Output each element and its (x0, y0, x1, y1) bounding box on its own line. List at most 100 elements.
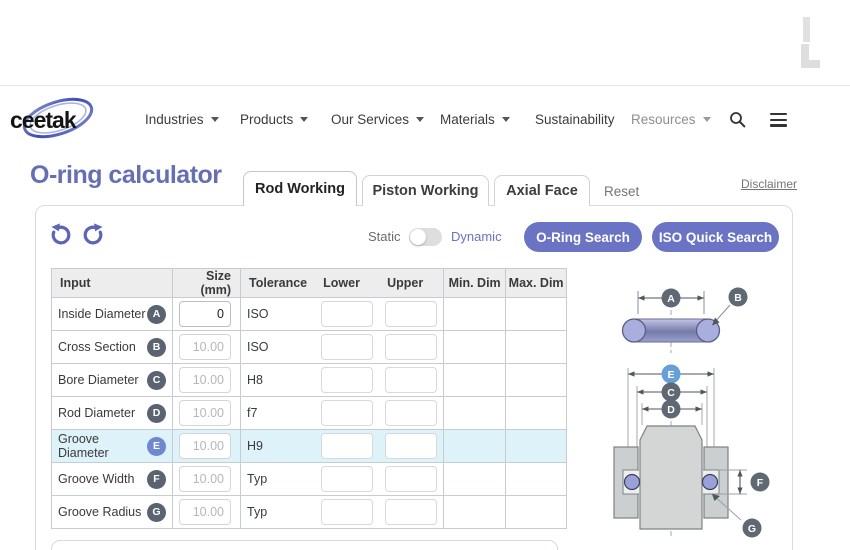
col-min-dim: Min. Dim (443, 268, 507, 298)
chevron-down-icon (501, 117, 510, 122)
min-dim-cell (443, 330, 507, 364)
gland-cross-section: E C (613, 364, 770, 538)
toggle-knob (410, 229, 426, 245)
upper-tolerance-input[interactable] (385, 433, 438, 459)
min-dim-cell (443, 462, 507, 496)
diagram-badge-e: E (667, 369, 674, 381)
size-input-groove-diameter[interactable] (179, 433, 231, 459)
upper-tolerance-input[interactable] (385, 466, 438, 492)
lower-tolerance-input[interactable] (321, 334, 374, 360)
page-title: O-ring calculator (30, 161, 222, 189)
lower-tolerance-input[interactable] (321, 433, 374, 459)
size-input-cross-section[interactable] (179, 334, 231, 360)
badge-c: C (147, 370, 166, 390)
leader-b: B (712, 287, 748, 326)
diagram-badge-f: F (757, 477, 764, 489)
tab-axial-face[interactable]: Axial Face (494, 175, 590, 206)
leader-g: G (712, 494, 762, 538)
col-size: Size (mm) (172, 268, 241, 298)
upper-tolerance-input[interactable] (385, 301, 438, 327)
lower-tolerance-input[interactable] (321, 301, 374, 327)
col-lower: Lower (315, 268, 380, 298)
nav-industries[interactable]: Industries (145, 112, 219, 127)
max-dim-cell (505, 363, 568, 397)
badge-d: D (147, 403, 166, 423)
size-input-groove-radius[interactable] (179, 499, 231, 525)
min-dim-cell (443, 429, 507, 463)
upper-tolerance-input[interactable] (385, 499, 438, 525)
badge-b: B (147, 337, 166, 357)
upper-tolerance-input[interactable] (385, 334, 438, 360)
nav-products[interactable]: Products (240, 112, 309, 127)
dimension-a: A (637, 288, 705, 314)
nav-resources[interactable]: Resources (631, 112, 711, 127)
undo-icon[interactable] (48, 221, 74, 247)
badge-e: E (147, 436, 166, 456)
max-dim-cell (505, 330, 568, 364)
nav-our-services[interactable]: Our Services (331, 112, 425, 127)
col-tolerance: Tolerance (240, 268, 316, 298)
corner-watermark (801, 60, 820, 68)
nav-sustainability[interactable]: Sustainability (535, 112, 615, 127)
disclaimer-link[interactable]: Disclaimer (741, 177, 798, 191)
badge-a: A (147, 304, 166, 324)
calculator-panel: Static Dynamic O-Ring Search ISO Quick S… (35, 205, 793, 550)
corner-watermark (803, 17, 810, 42)
upper-tolerance-input[interactable] (385, 400, 438, 426)
upper-tolerance-input[interactable] (385, 367, 438, 393)
table-header-row: Input Size (mm) Tolerance Lower Upper Mi… (51, 268, 568, 298)
lower-tolerance-input[interactable] (321, 466, 374, 492)
dimension-f: F (720, 469, 770, 495)
oring-cross-section-left (623, 473, 641, 491)
redo-icon[interactable] (80, 221, 106, 247)
oring-input-table: Input Size (mm) Tolerance Lower Upper Mi… (51, 268, 568, 529)
size-input-rod-diameter[interactable] (179, 400, 231, 426)
diagram-badge-b: B (734, 292, 742, 304)
lower-tolerance-input[interactable] (321, 499, 374, 525)
chevron-down-icon (702, 117, 711, 122)
oring-cross-section-right (701, 473, 719, 491)
lower-tolerance-input[interactable] (321, 400, 374, 426)
chevron-down-icon (300, 117, 309, 122)
min-dim-cell (443, 396, 507, 430)
size-input-bore-diameter[interactable] (179, 367, 231, 393)
diagram-badge-d: D (667, 404, 675, 416)
oring-side-view: A B (621, 287, 748, 353)
static-dynamic-toggle[interactable] (409, 228, 442, 246)
chevron-down-icon (416, 117, 425, 122)
max-dim-cell (505, 396, 568, 430)
col-upper: Upper (379, 268, 445, 298)
rod (639, 425, 703, 530)
diagram-badge-g: G (748, 523, 756, 535)
tab-rod-working[interactable]: Rod Working (243, 171, 357, 206)
iso-quick-search-button[interactable]: ISO Quick Search (652, 222, 779, 252)
max-dim-cell (505, 429, 568, 463)
oring-gland-diagram: A B (613, 287, 770, 538)
search-icon[interactable] (729, 111, 746, 133)
static-label: Static (368, 229, 401, 244)
chevron-down-icon (210, 117, 219, 122)
size-input-inside-diameter[interactable] (179, 301, 231, 327)
results-section-stub (51, 540, 558, 550)
size-input-groove-width[interactable] (179, 466, 231, 492)
dimension-c: C (636, 382, 708, 448)
ceetak-logo[interactable]: ceetak (8, 94, 112, 151)
min-dim-cell (443, 297, 507, 331)
logo-text: ceetak (10, 107, 77, 133)
min-dim-cell (443, 363, 507, 397)
tab-piston-working[interactable]: Piston Working (362, 175, 489, 206)
min-dim-cell (443, 495, 507, 529)
lower-tolerance-input[interactable] (321, 367, 374, 393)
hamburger-menu-icon[interactable] (770, 113, 787, 130)
reset-button[interactable]: Reset (604, 184, 640, 199)
col-max-dim: Max. Dim (505, 268, 568, 298)
o-ring-search-button[interactable]: O-Ring Search (524, 222, 642, 252)
nav-materials[interactable]: Materials (440, 112, 510, 127)
